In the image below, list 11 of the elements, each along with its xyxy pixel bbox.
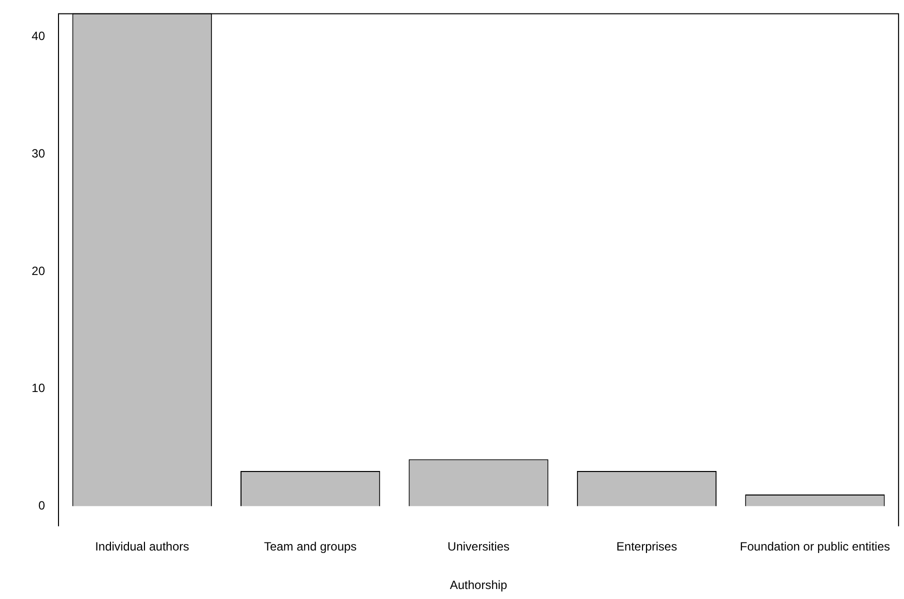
y-tick-label: 0 — [38, 498, 46, 513]
y-tick-label: 10 — [32, 381, 46, 396]
x-tick-label: Team and groups — [264, 540, 357, 554]
x-tick-label: Universities — [448, 540, 510, 554]
x-axis-title: Authorship — [450, 578, 508, 592]
y-tick-label: 40 — [32, 28, 46, 43]
y-tick-label: 20 — [32, 264, 46, 278]
x-tick-label: Enterprises — [616, 540, 678, 554]
x-tick-label: Foundation or public entities — [740, 540, 890, 554]
y-tick-label: 30 — [32, 146, 46, 160]
x-tick-label: Individual authors — [95, 540, 190, 554]
